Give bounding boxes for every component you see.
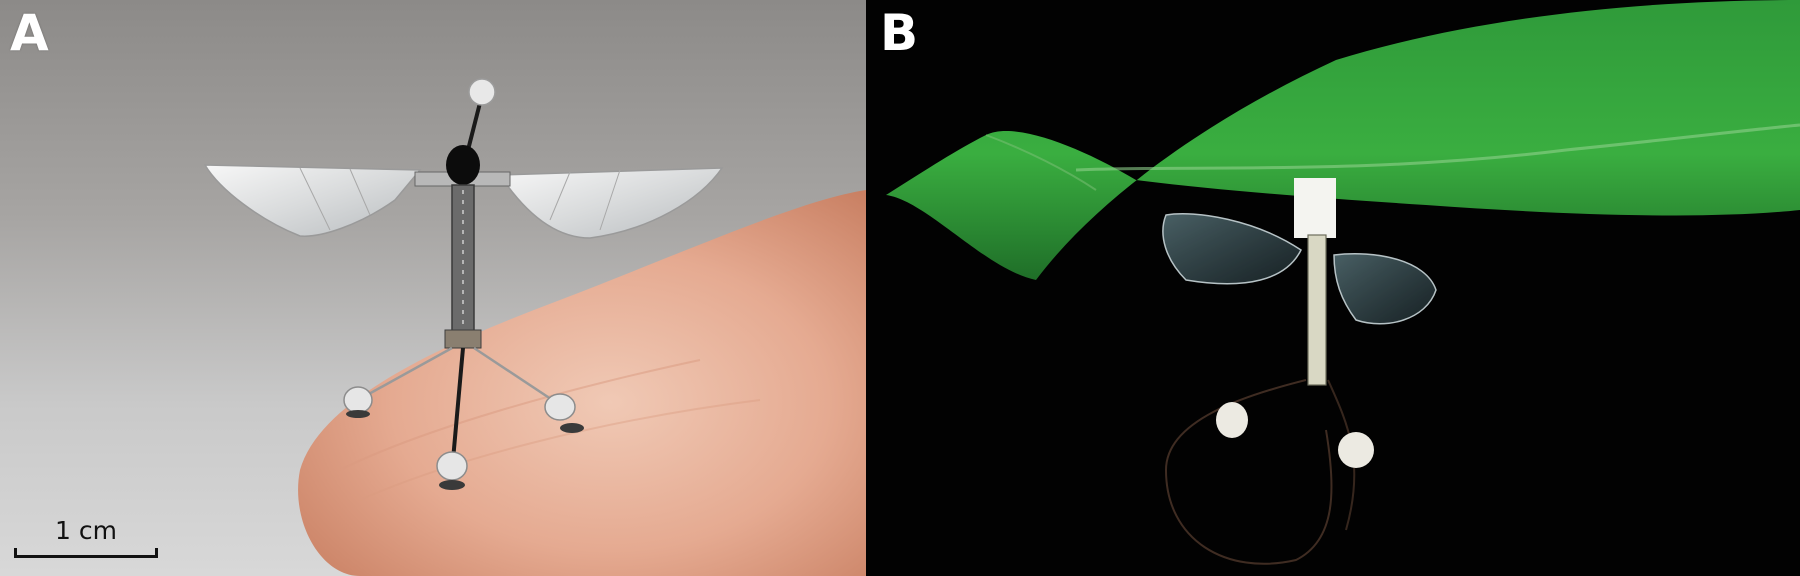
robot-under-leaf-photo xyxy=(886,0,1800,565)
scale-bar: 1 cm xyxy=(14,518,158,558)
leaf xyxy=(886,0,1800,280)
right-wing xyxy=(498,167,724,239)
finger xyxy=(298,190,866,576)
panel-label-b: B xyxy=(880,4,919,62)
panel-b: B xyxy=(866,0,1800,576)
scale-bar-line xyxy=(14,548,158,558)
left-wing-translucent xyxy=(1162,213,1302,285)
robot-on-finger-photo xyxy=(203,78,866,576)
panel-a: A 1 cm xyxy=(0,0,866,576)
right-wing-translucent xyxy=(1333,253,1437,325)
panel-label-a: A xyxy=(10,4,49,62)
scale-bar-label: 1 cm xyxy=(55,516,117,545)
left-wing xyxy=(203,164,422,237)
